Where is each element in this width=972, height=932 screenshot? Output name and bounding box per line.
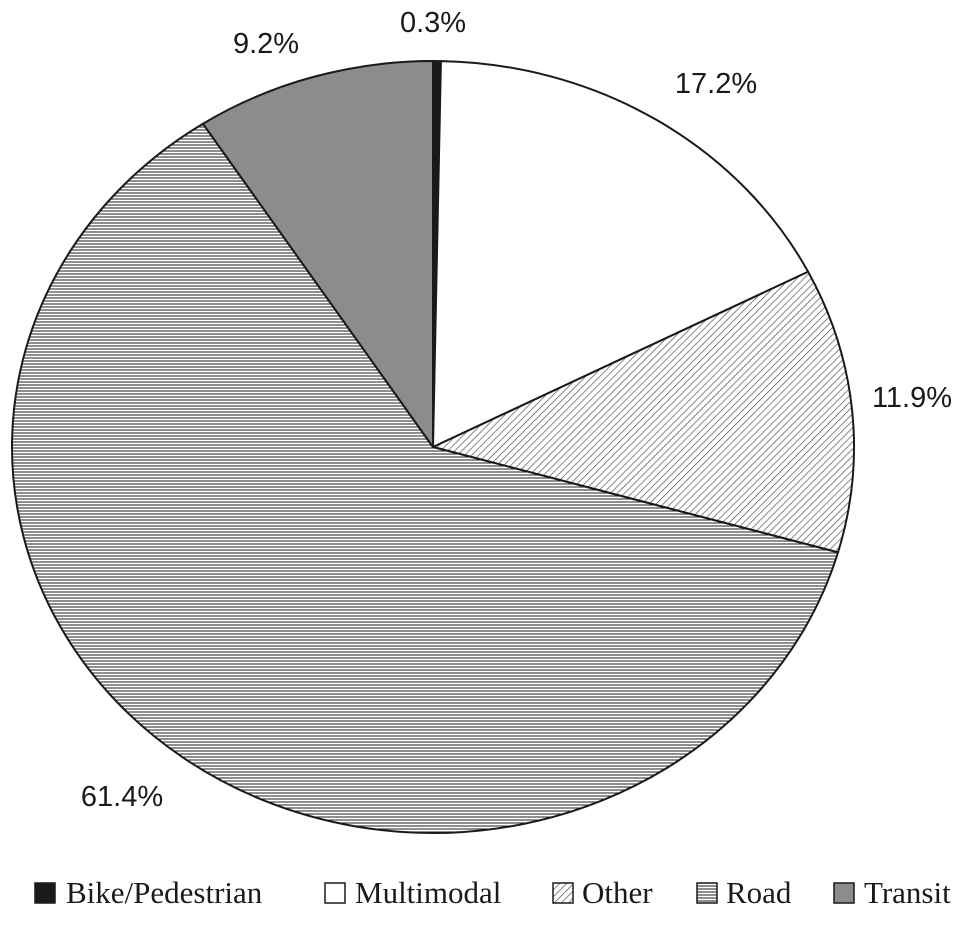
slice-labels: 0.3% 17.2% 11.9% 61.4% 9.2%	[81, 7, 952, 813]
legend-item-multimodal: Multimodal	[324, 875, 501, 910]
slice-label-other: 11.9%	[872, 382, 952, 414]
legend-swatch-other	[552, 882, 574, 904]
legend-item-bike-pedestrian: Bike/Pedestrian	[34, 875, 263, 910]
pie-slice-other	[432, 270, 855, 554]
legend-label-multimodal: Multimodal	[355, 875, 501, 910]
slice-label-multimodal: 17.2%	[675, 68, 757, 100]
legend-swatch-multimodal	[324, 882, 346, 904]
legend-item-road: Road	[696, 875, 792, 910]
legend-label-road: Road	[726, 875, 792, 910]
slices-layer	[11, 60, 855, 834]
pie-slice-transit	[201, 60, 434, 448]
pie-slice-multimodal	[432, 60, 810, 448]
legend-label-bike-pedestrian: Bike/Pedestrian	[66, 875, 263, 910]
legend-swatch-transit	[833, 882, 855, 904]
pie-slice-road	[11, 122, 840, 834]
legend-swatch-bike-pedestrian	[34, 882, 56, 904]
legend-item-other: Other	[552, 875, 653, 910]
legend-swatch-road	[696, 882, 718, 904]
legend-item-transit: Transit	[833, 875, 951, 910]
legend-label-transit: Transit	[864, 875, 951, 910]
legend-label-other: Other	[582, 875, 653, 910]
slice-label-transit: 9.2%	[233, 28, 299, 60]
legend: Bike/Pedestrian Multimodal Other Road Transi…	[34, 875, 951, 910]
slice-label-bike-pedestrian: 0.3%	[400, 7, 466, 39]
slice-label-road: 61.4%	[81, 781, 163, 813]
